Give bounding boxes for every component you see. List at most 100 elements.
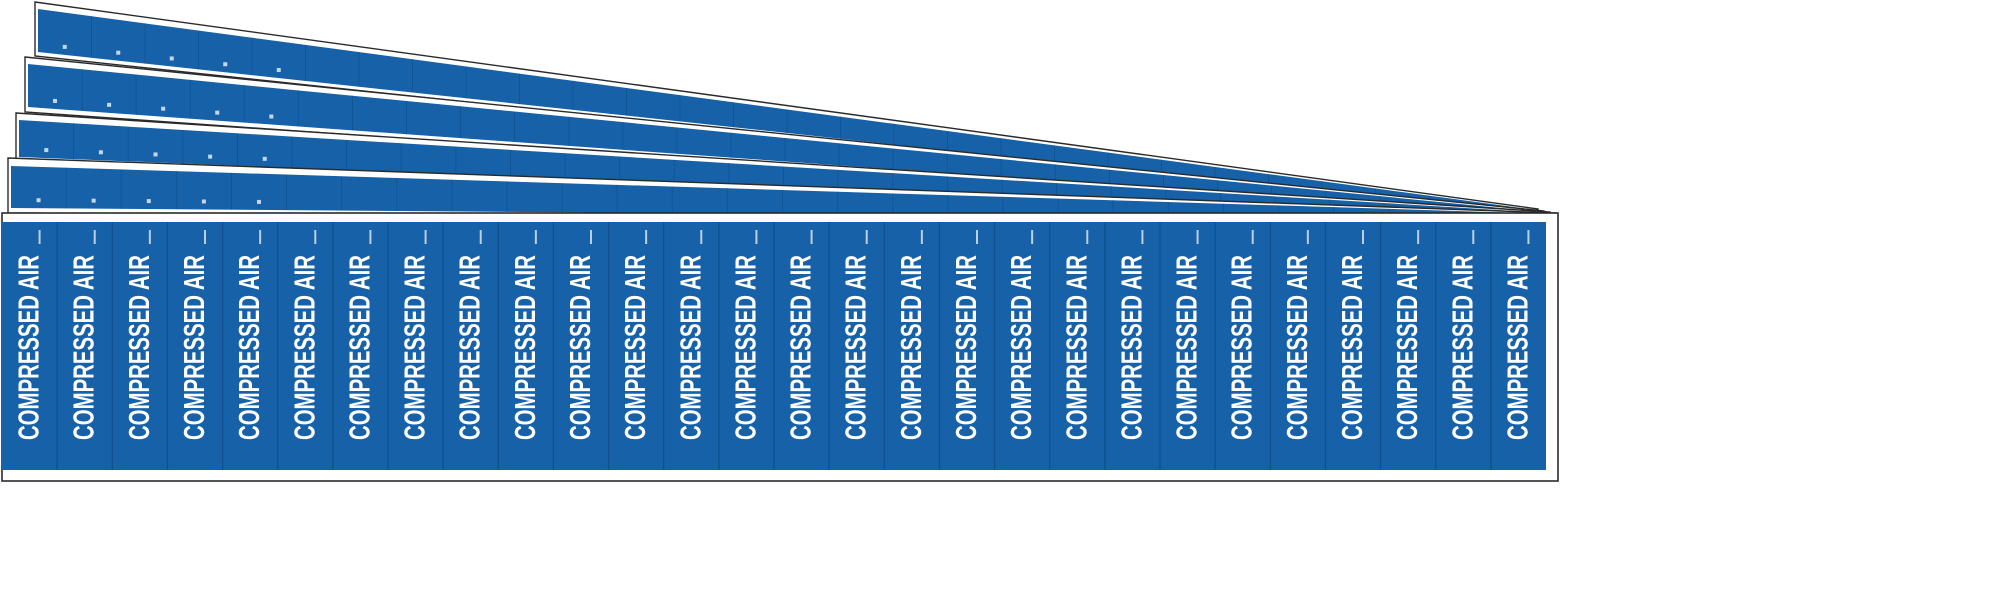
label-legend-text: COMPRESSED AIR [675,255,707,440]
pipe-marker-label: COMPRESSED AIR [552,222,597,470]
label-legend-text: COMPRESSED AIR [565,255,597,440]
label-part-mark [369,230,372,244]
label-part-mark [38,230,41,244]
pipe-marker-label: COMPRESSED AIR [442,222,487,470]
pipe-marker-label: COMPRESSED AIR [663,222,707,470]
pipe-marker-label: COMPRESSED AIR [828,222,873,470]
pipe-marker-label: COMPRESSED AIR [387,222,432,470]
pipe-marker-label: COMPRESSED AIR [1214,222,1259,470]
pipe-marker-label: COMPRESSED AIR [166,222,211,470]
label-part-mark [810,230,813,244]
label-part-mark [865,230,868,244]
label-part-mark [645,230,648,244]
label-legend-text: COMPRESSED AIR [1447,255,1479,440]
label-legend-text: COMPRESSED AIR [1337,255,1369,440]
pipe-marker-label: COMPRESSED AIR [883,222,928,470]
label-part-mark [148,230,151,244]
label-legend-text: COMPRESSED AIR [289,255,321,440]
pipe-marker-label: COMPRESSED AIR [56,222,101,470]
label-part-mark [534,230,537,244]
back-card [7,157,1557,223]
back-card-text-fragment [269,114,274,119]
label-legend-text: COMPRESSED AIR [400,255,432,440]
back-card-text-fragment [146,199,151,204]
label-legend-text: COMPRESSED AIR [344,255,376,440]
label-legend-text: COMPRESSED AIR [124,255,156,440]
label-legend-text: COMPRESSED AIR [786,255,818,440]
back-card-text-fragment [256,199,261,204]
pipe-marker-label: COMPRESSED AIR [1049,222,1093,470]
label-part-mark [1196,230,1199,244]
back-card-text-fragment [107,102,112,107]
front-label-card: COMPRESSED AIR COMPRESSED AIR COMPRESSED A… [1,212,1559,482]
label-part-mark [920,230,923,244]
back-card-text-fragment [36,198,41,203]
label-part-mark [755,230,758,244]
pipe-marker-label: COMPRESSED AIR [1159,222,1204,470]
label-part-mark [1086,230,1089,244]
label-legend-text: COMPRESSED AIR [1282,255,1314,440]
back-card-text-fragment [276,68,281,73]
pipe-marker-label: COMPRESSED AIR [938,222,983,470]
pipe-marker-label: COMPRESSED AIR [1490,222,1534,470]
pipe-marker-label: COMPRESSED AIR [277,222,321,470]
back-card-text-fragment [44,148,49,153]
pipe-marker-label: COMPRESSED AIR [1324,222,1369,470]
pipe-marker-label: COMPRESSED AIR [221,222,266,470]
pipe-marker-label: COMPRESSED AIR [718,222,762,470]
label-legend-text: COMPRESSED AIR [1392,255,1424,440]
back-card-text-fragment [91,198,96,203]
label-legend-text: COMPRESSED AIR [730,255,762,440]
label-legend-text: COMPRESSED AIR [1006,255,1038,440]
pipe-marker-label: COMPRESSED AIR [332,222,376,470]
label-part-mark [1417,230,1420,244]
label-legend-text: COMPRESSED AIR [69,255,101,440]
label-part-mark [259,230,262,244]
label-legend-text: COMPRESSED AIR [951,255,983,440]
back-card-text-fragment [98,150,103,155]
pipe-marker-label: COMPRESSED AIR [1104,222,1148,470]
label-part-mark [93,230,96,244]
pipe-marker-label: COMPRESSED AIR [1269,222,1314,470]
back-card-text-fragment [169,56,174,61]
fanned-back-cards [7,1,1557,223]
label-legend-text: COMPRESSED AIR [620,255,652,440]
pipe-marker-label: COMPRESSED AIR [1379,222,1424,470]
back-card-text-fragment [53,98,58,103]
label-legend-text: COMPRESSED AIR [179,255,211,440]
back-card-text-fragment [215,110,220,115]
back-card [34,1,1539,217]
label-part-mark [1141,230,1144,244]
label-legend-text: COMPRESSED AIR [1227,255,1259,440]
label-legend-text: COMPRESSED AIR [455,255,487,440]
pipe-marker-label: COMPRESSED AIR [497,222,542,470]
label-part-mark [590,230,592,244]
label-part-mark [1251,230,1254,244]
label-part-mark [1472,230,1475,244]
label-legend-text: COMPRESSED AIR [1061,255,1093,440]
back-card-text-fragment [153,152,158,157]
label-legend-text: COMPRESSED AIR [896,255,928,440]
label-legend-text: COMPRESSED AIR [14,255,46,440]
label-part-mark [1527,230,1530,244]
label-legend-text: COMPRESSED AIR [234,255,266,440]
label-part-mark [1306,230,1309,244]
pipe-marker-label: COMPRESSED AIR [1435,222,1479,470]
back-card-text-fragment [208,154,213,159]
label-legend-text: COMPRESSED AIR [1502,255,1534,440]
label-legend-text: COMPRESSED AIR [1116,255,1148,440]
label-legend-text: COMPRESSED AIR [841,255,873,440]
back-card-text-fragment [223,62,228,67]
back-card-text-fragment [116,50,121,55]
label-part-mark [479,230,482,244]
pipe-marker-label: COMPRESSED AIR [773,222,818,470]
pipe-marker-label: COMPRESSED AIR [607,222,652,470]
back-card-text-fragment [161,106,166,111]
back-card-text-fragment [62,44,67,49]
back-card-text-fragment [262,156,267,161]
pipe-marker-label: COMPRESSED AIR [14,230,46,440]
label-legend-text: COMPRESSED AIR [1172,255,1204,440]
label-part-mark [976,230,978,244]
label-part-mark [1362,230,1364,244]
